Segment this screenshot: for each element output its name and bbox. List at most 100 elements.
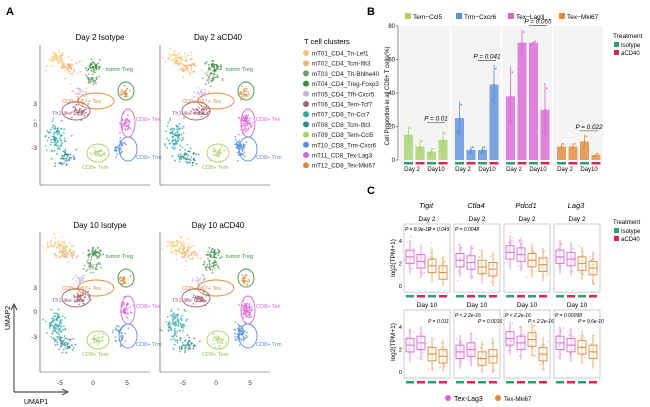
umap-point [213,267,216,269]
bar [529,42,538,160]
umap-point [217,336,220,338]
box-jitter-point [518,241,520,243]
cluster-legend-dot [303,141,309,148]
umap-point [174,248,177,251]
umap-point [222,338,225,341]
bar-dot [521,41,523,44]
umap-point [217,265,219,268]
bar-dot [456,130,459,133]
box-treatment-strip [428,381,436,384]
umap-point [75,62,78,64]
umap-point [56,328,58,330]
umap-point [180,57,183,60]
umap-point [171,321,174,323]
cluster-outline [181,288,211,308]
bar-y-tick: 60 [388,58,395,64]
cluster-outline [77,92,115,110]
umap-point [54,53,57,56]
umap-point [176,250,179,253]
umap-point [90,266,92,268]
box-jitter-point [491,342,493,345]
umap-point [181,138,184,141]
umap-point [198,279,201,281]
umap-point [55,246,58,249]
umap2-label: UMAP2 [5,306,12,330]
umap-point [197,295,200,298]
umap-point [172,139,175,142]
bar-dot [460,103,463,106]
umap-point [186,256,189,259]
bar-y-tick: 40 [388,91,395,97]
umap-point [246,336,248,339]
umap-point [85,67,87,69]
umap-point [60,144,63,147]
umap-title-day2-acd40: Day 2 aCD40 [194,33,243,42]
umap-point [84,95,87,98]
umap-point [241,304,244,307]
box-day-label: Day 10 [517,302,538,309]
umap-ytick: 0 [33,309,37,316]
umap-point [247,91,249,93]
umap-point [189,58,191,60]
umap-point [81,294,84,297]
umap-point [95,76,98,79]
umap-point [126,118,129,120]
umap-point [183,251,186,254]
umap-point [244,304,246,307]
umap-point [78,109,81,112]
cluster-legend-dot [303,70,309,77]
umap-point [174,147,176,149]
umap-point [198,93,200,96]
box-jitter-point [491,338,494,340]
box-jitter-point [523,333,525,335]
cluster-legend-label: mT11_CD8_Tex-Lag3 [312,153,373,160]
umap-point [172,313,175,316]
umap-point [209,256,212,258]
umap-point [170,329,173,332]
box-jitter-point [534,354,536,357]
umap-point [173,343,176,346]
umap-point [76,96,78,99]
umap-point [245,141,248,144]
box-jitter-point [544,250,546,253]
bar-dot [585,135,588,138]
bar-x-tick: Day10 [478,167,496,173]
box-jitter-point [512,236,515,239]
box-jitter-point [407,264,410,267]
umap-point [85,91,88,94]
box-jitter-point [532,250,535,252]
umap-point [177,319,180,322]
umap-point [102,333,104,335]
umap-point [166,316,169,318]
bar [517,42,527,160]
bar-y-tick: 80 [388,24,395,30]
umap-point [207,79,210,81]
umap-point [94,80,97,83]
umap-point [192,244,195,247]
box-panel: Day 2 [503,216,551,298]
box-jitter-point [534,324,536,327]
umap-point [57,62,60,65]
umap-point [87,296,90,298]
umap-point [180,345,183,348]
umap-point [173,143,176,145]
umap-point [212,63,215,66]
umap-point [166,125,169,127]
umap-point [200,93,203,96]
box-jitter-point [423,272,426,274]
umap-point [53,149,56,152]
box-jitter-point [533,251,535,253]
box-treatment-strip [539,295,547,298]
box-treatment-strip [417,381,425,384]
umap-point [184,351,186,353]
umap-point [53,319,56,322]
umap-xtick: 5 [125,380,129,387]
umap-point [213,147,216,150]
umap-point [173,327,176,330]
cluster-label: CD8+Ki67+ Tex [62,99,101,105]
umap-point [95,155,98,158]
